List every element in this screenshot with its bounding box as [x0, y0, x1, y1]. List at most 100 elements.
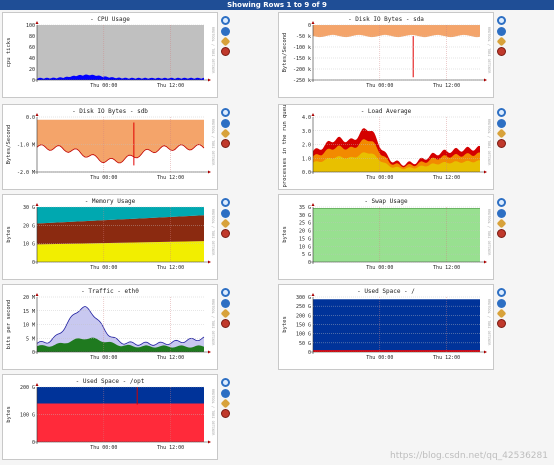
delete-icon[interactable]	[221, 47, 230, 56]
y-tick-label: 15 G	[299, 236, 311, 242]
x-axis-arrow	[484, 78, 487, 82]
y-tick-label: 15 M	[23, 309, 35, 315]
info-icon[interactable]	[221, 299, 230, 308]
zoom-icon[interactable]	[221, 378, 230, 387]
zoom-icon[interactable]	[221, 288, 230, 297]
graph-actions	[496, 108, 507, 148]
x-tick-label: Thu 00:00	[366, 355, 393, 361]
traffic-out	[37, 337, 204, 352]
info-icon[interactable]	[221, 209, 230, 218]
zoom-icon[interactable]	[497, 16, 506, 25]
y-tick-label: 2.0	[302, 143, 311, 149]
graph-actions	[496, 288, 507, 328]
y-tick-label: 100	[26, 23, 35, 29]
y-tick-label: -250 k	[293, 78, 311, 84]
graph-image[interactable]: - CPU Usage RRDTOOL / TOBI OETIKER cpu tic…	[2, 12, 218, 98]
y-axis-arrow	[311, 293, 315, 296]
x-tick-label: Thu 00:00	[366, 265, 393, 271]
x-tick-label: Thu 12:00	[157, 355, 184, 361]
y-tick-label: -1.0 M	[17, 143, 35, 149]
edit-icon[interactable]	[496, 36, 507, 47]
y-tick-label: 20 M	[23, 295, 35, 301]
graph-plot	[37, 386, 204, 443]
graph-image[interactable]: - Traffic - eth0 RRDTOOL / TOBI OETIKER bi…	[2, 284, 218, 370]
graph-y-label: cpu ticks	[6, 38, 12, 68]
graph-title: - Used Space - /	[357, 288, 415, 295]
y-tick-label: 100 G	[296, 332, 311, 338]
graph-actions	[220, 16, 231, 56]
free-area	[37, 403, 204, 442]
graph-actions	[220, 288, 231, 328]
x-axis-arrow	[208, 350, 211, 354]
graph-actions	[220, 108, 231, 148]
info-icon[interactable]	[497, 119, 506, 128]
graph-side-caption: RRDTOOL / TOBI OETIKER	[211, 27, 215, 74]
x-axis-arrow	[484, 350, 487, 354]
delete-icon[interactable]	[497, 319, 506, 328]
zoom-icon[interactable]	[221, 16, 230, 25]
delete-icon[interactable]	[497, 47, 506, 56]
traffic-in-line	[36, 306, 205, 346]
info-icon[interactable]	[221, 27, 230, 36]
zoom-icon[interactable]	[221, 108, 230, 117]
graph-svg: - Swap Usage RRDTOOL / TOBI OETIKER bytes 3…	[282, 198, 491, 271]
zoom-icon[interactable]	[497, 288, 506, 297]
edit-icon[interactable]	[220, 308, 231, 319]
graph-image[interactable]: - Memory Usage RRDTOOL / TOBI OETIKER byte…	[2, 194, 218, 280]
y-axis-arrow	[35, 21, 39, 24]
delete-icon[interactable]	[221, 229, 230, 238]
delete-icon[interactable]	[221, 319, 230, 328]
info-icon[interactable]	[221, 119, 230, 128]
edit-icon[interactable]	[496, 218, 507, 229]
graph-y-label: bytes	[282, 316, 288, 333]
plot-background	[37, 25, 204, 80]
graph-image[interactable]: - Disk IO Bytes - sdb RRDTOOL / TOBI OETI…	[2, 104, 218, 190]
y-tick-label: 0	[32, 260, 35, 266]
y-tick-label: 80	[29, 34, 35, 40]
delete-icon[interactable]	[221, 409, 230, 418]
info-icon[interactable]	[497, 209, 506, 218]
graph-image[interactable]: - Swap Usage RRDTOOL / TOBI OETIKER bytes 3…	[278, 194, 494, 280]
y-tick-label: 10 G	[299, 244, 311, 250]
graph-image[interactable]: - Disk IO Bytes - sda RRDTOOL / TOBI OETI…	[278, 12, 494, 98]
free-area	[313, 350, 480, 352]
edit-icon[interactable]	[220, 218, 231, 229]
zoom-icon[interactable]	[221, 198, 230, 207]
graph-actions	[220, 378, 231, 418]
info-icon[interactable]	[497, 27, 506, 36]
zoom-icon[interactable]	[497, 198, 506, 207]
y-tick-label: 4.0	[302, 115, 311, 121]
delete-icon[interactable]	[497, 139, 506, 148]
graph-image[interactable]: - Load Average RRDTOOL / TOBI OETIKER proc…	[278, 104, 494, 190]
zoom-icon[interactable]	[497, 108, 506, 117]
info-icon[interactable]	[497, 299, 506, 308]
edit-icon[interactable]	[496, 308, 507, 319]
graph-title: - Used Space - /opt	[76, 378, 145, 385]
graph-plot	[37, 24, 204, 81]
graph-image[interactable]: - Used Space - / RRDTOOL / TOBI OETIKER by…	[278, 284, 494, 370]
graph-svg: - CPU Usage RRDTOOL / TOBI OETIKER cpu tic…	[6, 16, 215, 89]
y-tick-label: 300 G	[296, 295, 311, 301]
x-tick-label: Thu 00:00	[90, 265, 117, 271]
swap-area	[313, 208, 480, 262]
graph-y-label: Bytes/Second	[282, 33, 288, 73]
y-tick-label: 25 G	[299, 221, 311, 227]
y-tick-label: 20 G	[299, 229, 311, 235]
y-tick-label: 20 G	[23, 223, 35, 229]
graph-image[interactable]: - Used Space - /opt RRDTOOL / TOBI OETIKE…	[2, 374, 218, 460]
graph-plot	[313, 296, 480, 353]
mem-yellow	[37, 241, 204, 262]
x-tick-label: Thu 12:00	[157, 265, 184, 271]
edit-icon[interactable]	[496, 128, 507, 139]
delete-icon[interactable]	[497, 229, 506, 238]
y-axis-arrow	[35, 203, 39, 206]
edit-icon[interactable]	[220, 128, 231, 139]
info-icon[interactable]	[221, 389, 230, 398]
graph-svg: - Traffic - eth0 RRDTOOL / TOBI OETIKER bi…	[6, 288, 215, 361]
edit-icon[interactable]	[220, 36, 231, 47]
delete-icon[interactable]	[221, 139, 230, 148]
graph-side-caption: RRDTOOL / TOBI OETIKER	[487, 27, 491, 74]
edit-icon[interactable]	[220, 398, 231, 409]
y-tick-label: 20	[29, 67, 35, 73]
y-tick-label: 5 G	[302, 252, 311, 258]
